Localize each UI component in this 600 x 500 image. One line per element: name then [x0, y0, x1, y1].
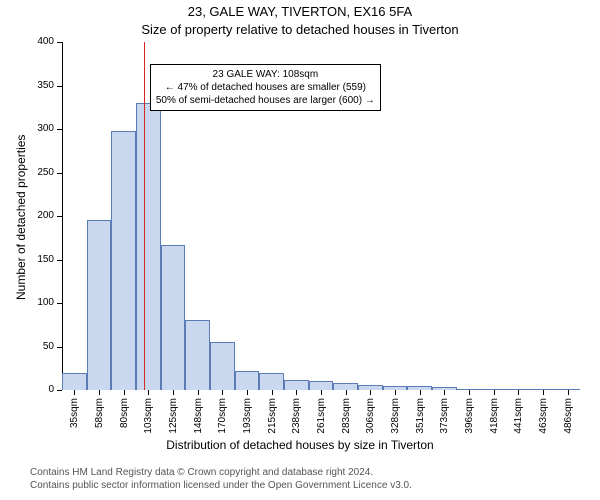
chart-subtitle: Size of property relative to detached ho…	[0, 22, 600, 37]
ytick-label: 350	[28, 80, 54, 91]
y-axis-line	[62, 42, 63, 390]
ytick-label: 200	[28, 210, 54, 221]
xtick-mark	[321, 390, 322, 395]
xtick-mark	[346, 390, 347, 395]
xtick-mark	[99, 390, 100, 395]
xtick-mark	[272, 390, 273, 395]
xtick-mark	[494, 390, 495, 395]
xtick-mark	[543, 390, 544, 395]
ytick-label: 300	[28, 123, 54, 134]
ytick-mark	[57, 390, 62, 391]
histogram-bar	[333, 383, 358, 390]
xtick-mark	[198, 390, 199, 395]
property-marker-line	[144, 42, 145, 390]
x-axis-label: Distribution of detached houses by size …	[0, 438, 600, 452]
histogram-bar	[235, 371, 260, 390]
xtick-mark	[247, 390, 248, 395]
ytick-mark	[57, 86, 62, 87]
histogram-bar	[309, 381, 334, 390]
xtick-mark	[296, 390, 297, 395]
ytick-mark	[57, 303, 62, 304]
xtick-mark	[173, 390, 174, 395]
histogram-bar	[284, 380, 309, 390]
xtick-mark	[469, 390, 470, 395]
xtick-mark	[124, 390, 125, 395]
xtick-mark	[74, 390, 75, 395]
histogram-bar	[161, 245, 186, 390]
histogram-bar	[136, 103, 161, 390]
xtick-mark	[444, 390, 445, 395]
ytick-label: 250	[28, 167, 54, 178]
histogram-bar	[87, 220, 112, 390]
footer-line: Contains public sector information licen…	[30, 479, 412, 492]
ytick-label: 50	[28, 341, 54, 352]
xtick-mark	[222, 390, 223, 395]
xtick-mark	[518, 390, 519, 395]
y-axis-label: Number of detached properties	[14, 135, 28, 300]
ytick-mark	[57, 173, 62, 174]
ytick-mark	[57, 347, 62, 348]
xtick-mark	[568, 390, 569, 395]
ytick-mark	[57, 216, 62, 217]
footer-line: Contains HM Land Registry data © Crown c…	[30, 466, 412, 479]
ytick-mark	[57, 260, 62, 261]
annotation-box: 23 GALE WAY: 108sqm← 47% of detached hou…	[150, 64, 381, 111]
ytick-mark	[57, 42, 62, 43]
footer-attribution: Contains HM Land Registry data © Crown c…	[30, 466, 412, 492]
histogram-bar	[259, 373, 284, 390]
ytick-label: 150	[28, 254, 54, 265]
ytick-mark	[57, 129, 62, 130]
xtick-mark	[395, 390, 396, 395]
histogram-bar	[62, 373, 87, 390]
plot-area: 05010015020025030035040035sqm58sqm80sqm1…	[62, 42, 580, 390]
ytick-label: 400	[28, 36, 54, 47]
annotation-line: ← 47% of detached houses are smaller (55…	[156, 81, 375, 94]
xtick-mark	[420, 390, 421, 395]
chart-title-address: 23, GALE WAY, TIVERTON, EX16 5FA	[0, 4, 600, 19]
histogram-bar	[210, 342, 235, 390]
annotation-line: 23 GALE WAY: 108sqm	[156, 68, 375, 81]
annotation-line: 50% of semi-detached houses are larger (…	[156, 94, 375, 107]
ytick-label: 100	[28, 297, 54, 308]
xtick-mark	[148, 390, 149, 395]
histogram-bar	[185, 320, 210, 390]
ytick-label: 0	[28, 384, 54, 395]
histogram-bar	[111, 131, 136, 390]
xtick-mark	[370, 390, 371, 395]
